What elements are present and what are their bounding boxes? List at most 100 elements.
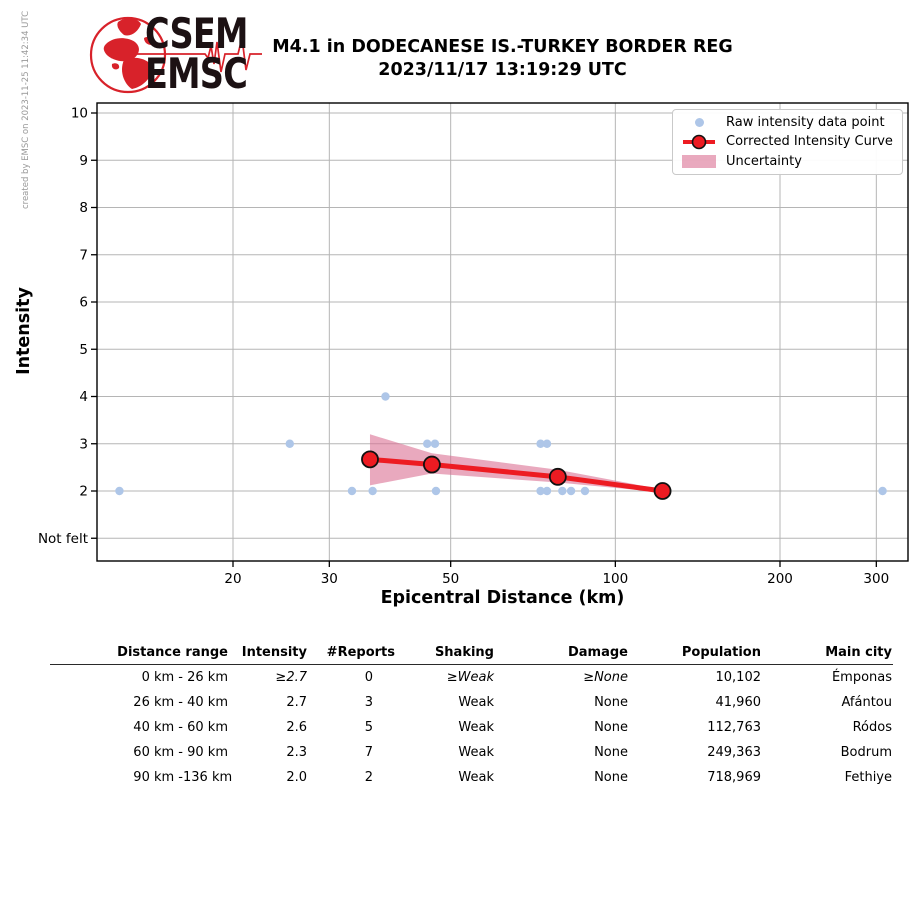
cell-population: 10,102 — [715, 670, 762, 685]
cell-intensity: 2.7 — [286, 695, 307, 710]
raw-intensity-point — [347, 486, 357, 496]
chart-legend: Raw intensity data point Corrected Inten… — [672, 109, 903, 175]
header-main-city: Main city — [825, 644, 892, 660]
y-tick-label: Not felt — [38, 531, 88, 547]
cell-damage: None — [594, 695, 628, 710]
header-population: Population — [681, 644, 761, 660]
x-tick-label: 50 — [442, 571, 459, 587]
header-reports: #Reports — [326, 644, 395, 660]
x-tick-label: 300 — [863, 571, 889, 587]
table-header-rule — [50, 664, 893, 665]
curve-marker — [653, 482, 672, 500]
x-axis-label: Epicentral Distance (km) — [380, 588, 625, 608]
curve-marker — [361, 450, 379, 469]
plot-border — [96, 102, 909, 562]
cell-distance-range: 26 km - 40 km — [50, 695, 228, 710]
header-distance-range: Distance range — [117, 644, 228, 660]
cell-main-city: Bodrum — [840, 745, 892, 760]
raw-intensity-point — [542, 439, 552, 448]
cell-main-city: Émponas — [831, 670, 892, 685]
cell-shaking: Weak — [458, 695, 494, 710]
distance-to: 26 km — [187, 670, 228, 685]
distance-to: 40 km — [187, 695, 228, 710]
raw-intensity-point — [536, 486, 545, 496]
legend-item-raw: Raw intensity data point — [681, 113, 894, 132]
cell-reports: 2 — [364, 770, 373, 785]
cell-reports: 7 — [364, 745, 373, 760]
cell-population: 718,969 — [707, 770, 761, 785]
cell-damage: None — [594, 770, 628, 785]
y-tick-label: 3 — [79, 436, 88, 452]
cell-shaking: Weak — [458, 720, 494, 735]
table-row: 0 km - 26 km ≥2.7 0 ≥Weak ≥None 10,102 Émponas — [50, 665, 893, 690]
table-row: 90 km -136 km 2.0 2 Weak None 718,969 Fethiye — [50, 765, 893, 790]
raw-intensity-point — [580, 486, 590, 496]
raw-intensity-point — [542, 486, 552, 496]
table-row: 60 km - 90 km 2.3 7 Weak None 249,363 Bodrum — [50, 740, 893, 765]
distance-from: 90 km - — [133, 770, 183, 785]
cell-distance-range: 90 km -136 km — [50, 770, 232, 785]
y-tick-label: 10 — [71, 106, 88, 122]
cell-shaking: Weak — [458, 745, 494, 760]
raw-intensity-point — [285, 439, 294, 448]
emsc-logo: CSEM EMSC — [88, 12, 268, 104]
x-tick-label: 200 — [767, 571, 793, 587]
raw-intensity-point — [536, 439, 545, 448]
y-tick-label: 9 — [79, 153, 88, 169]
legend-label: Uncertainty — [726, 153, 802, 169]
header-intensity: Intensity — [241, 644, 307, 660]
table-header-row: Distance range Intensity #Reports Shakin… — [50, 641, 893, 663]
chart-subtitle: 2023/11/17 13:19:29 UTC — [378, 59, 627, 80]
cell-main-city: Ródos — [852, 720, 892, 735]
felt-report-table: Distance range Intensity #Reports Shakin… — [50, 641, 893, 790]
legend-label: Corrected Intensity Curve — [726, 134, 893, 150]
distance-from: 40 km - — [133, 720, 183, 735]
cell-intensity: ≥2.7 — [275, 670, 307, 685]
cell-reports: 0 — [364, 670, 373, 685]
y-tick-label: 4 — [79, 389, 88, 405]
cell-distance-range: 40 km - 60 km — [50, 720, 228, 735]
corrected-intensity-curve — [367, 456, 666, 494]
cell-intensity: 2.0 — [286, 770, 307, 785]
cell-population: 41,960 — [715, 695, 762, 710]
logo-text-csem: CSEM — [145, 9, 248, 58]
cell-distance-range: 60 km - 90 km — [50, 745, 228, 760]
header-damage: Damage — [567, 644, 628, 660]
cell-shaking: Weak — [458, 770, 494, 785]
y-tick-label: 2 — [79, 484, 88, 500]
cell-intensity: 2.3 — [286, 745, 307, 760]
legend-item-uncertainty: Uncertainty — [681, 152, 894, 171]
cell-population: 249,363 — [707, 745, 761, 760]
raw-intensity-point — [430, 439, 440, 448]
distance-from: 26 km - — [133, 695, 183, 710]
raw-intensity-point — [368, 486, 377, 496]
legend-label: Raw intensity data point — [726, 115, 885, 131]
distance-from: 0 km - — [141, 670, 183, 685]
curve-marker — [548, 467, 567, 486]
y-tick-label: 7 — [79, 247, 88, 263]
distance-to: 60 km — [187, 720, 228, 735]
distance-to: 90 km — [187, 745, 228, 760]
curve-marker-icon — [681, 134, 717, 150]
y-tick-label: 5 — [79, 342, 88, 358]
uncertainty-patch-icon — [681, 154, 717, 168]
cell-distance-range: 0 km - 26 km — [50, 670, 228, 685]
cell-shaking: ≥Weak — [446, 670, 494, 685]
y-tick-label: 8 — [79, 200, 88, 216]
y-tick-label: 6 — [79, 295, 88, 311]
cell-damage: ≥None — [583, 670, 628, 685]
raw-intensity-point — [423, 439, 432, 448]
legend-item-curve: Corrected Intensity Curve — [681, 132, 894, 151]
uncertainty-band — [369, 434, 663, 493]
cell-reports: 3 — [364, 695, 373, 710]
raw-point-icon — [681, 118, 717, 128]
cell-reports: 5 — [364, 720, 373, 735]
cell-main-city: Fethiye — [844, 770, 892, 785]
table-body: 0 km - 26 km ≥2.7 0 ≥Weak ≥None 10,102 Émponas 2… — [50, 665, 893, 790]
y-axis-label: Intensity — [14, 287, 34, 375]
x-tick-label: 100 — [602, 571, 628, 587]
raw-intensity-point — [878, 486, 887, 496]
seismogram-icon — [133, 37, 262, 73]
